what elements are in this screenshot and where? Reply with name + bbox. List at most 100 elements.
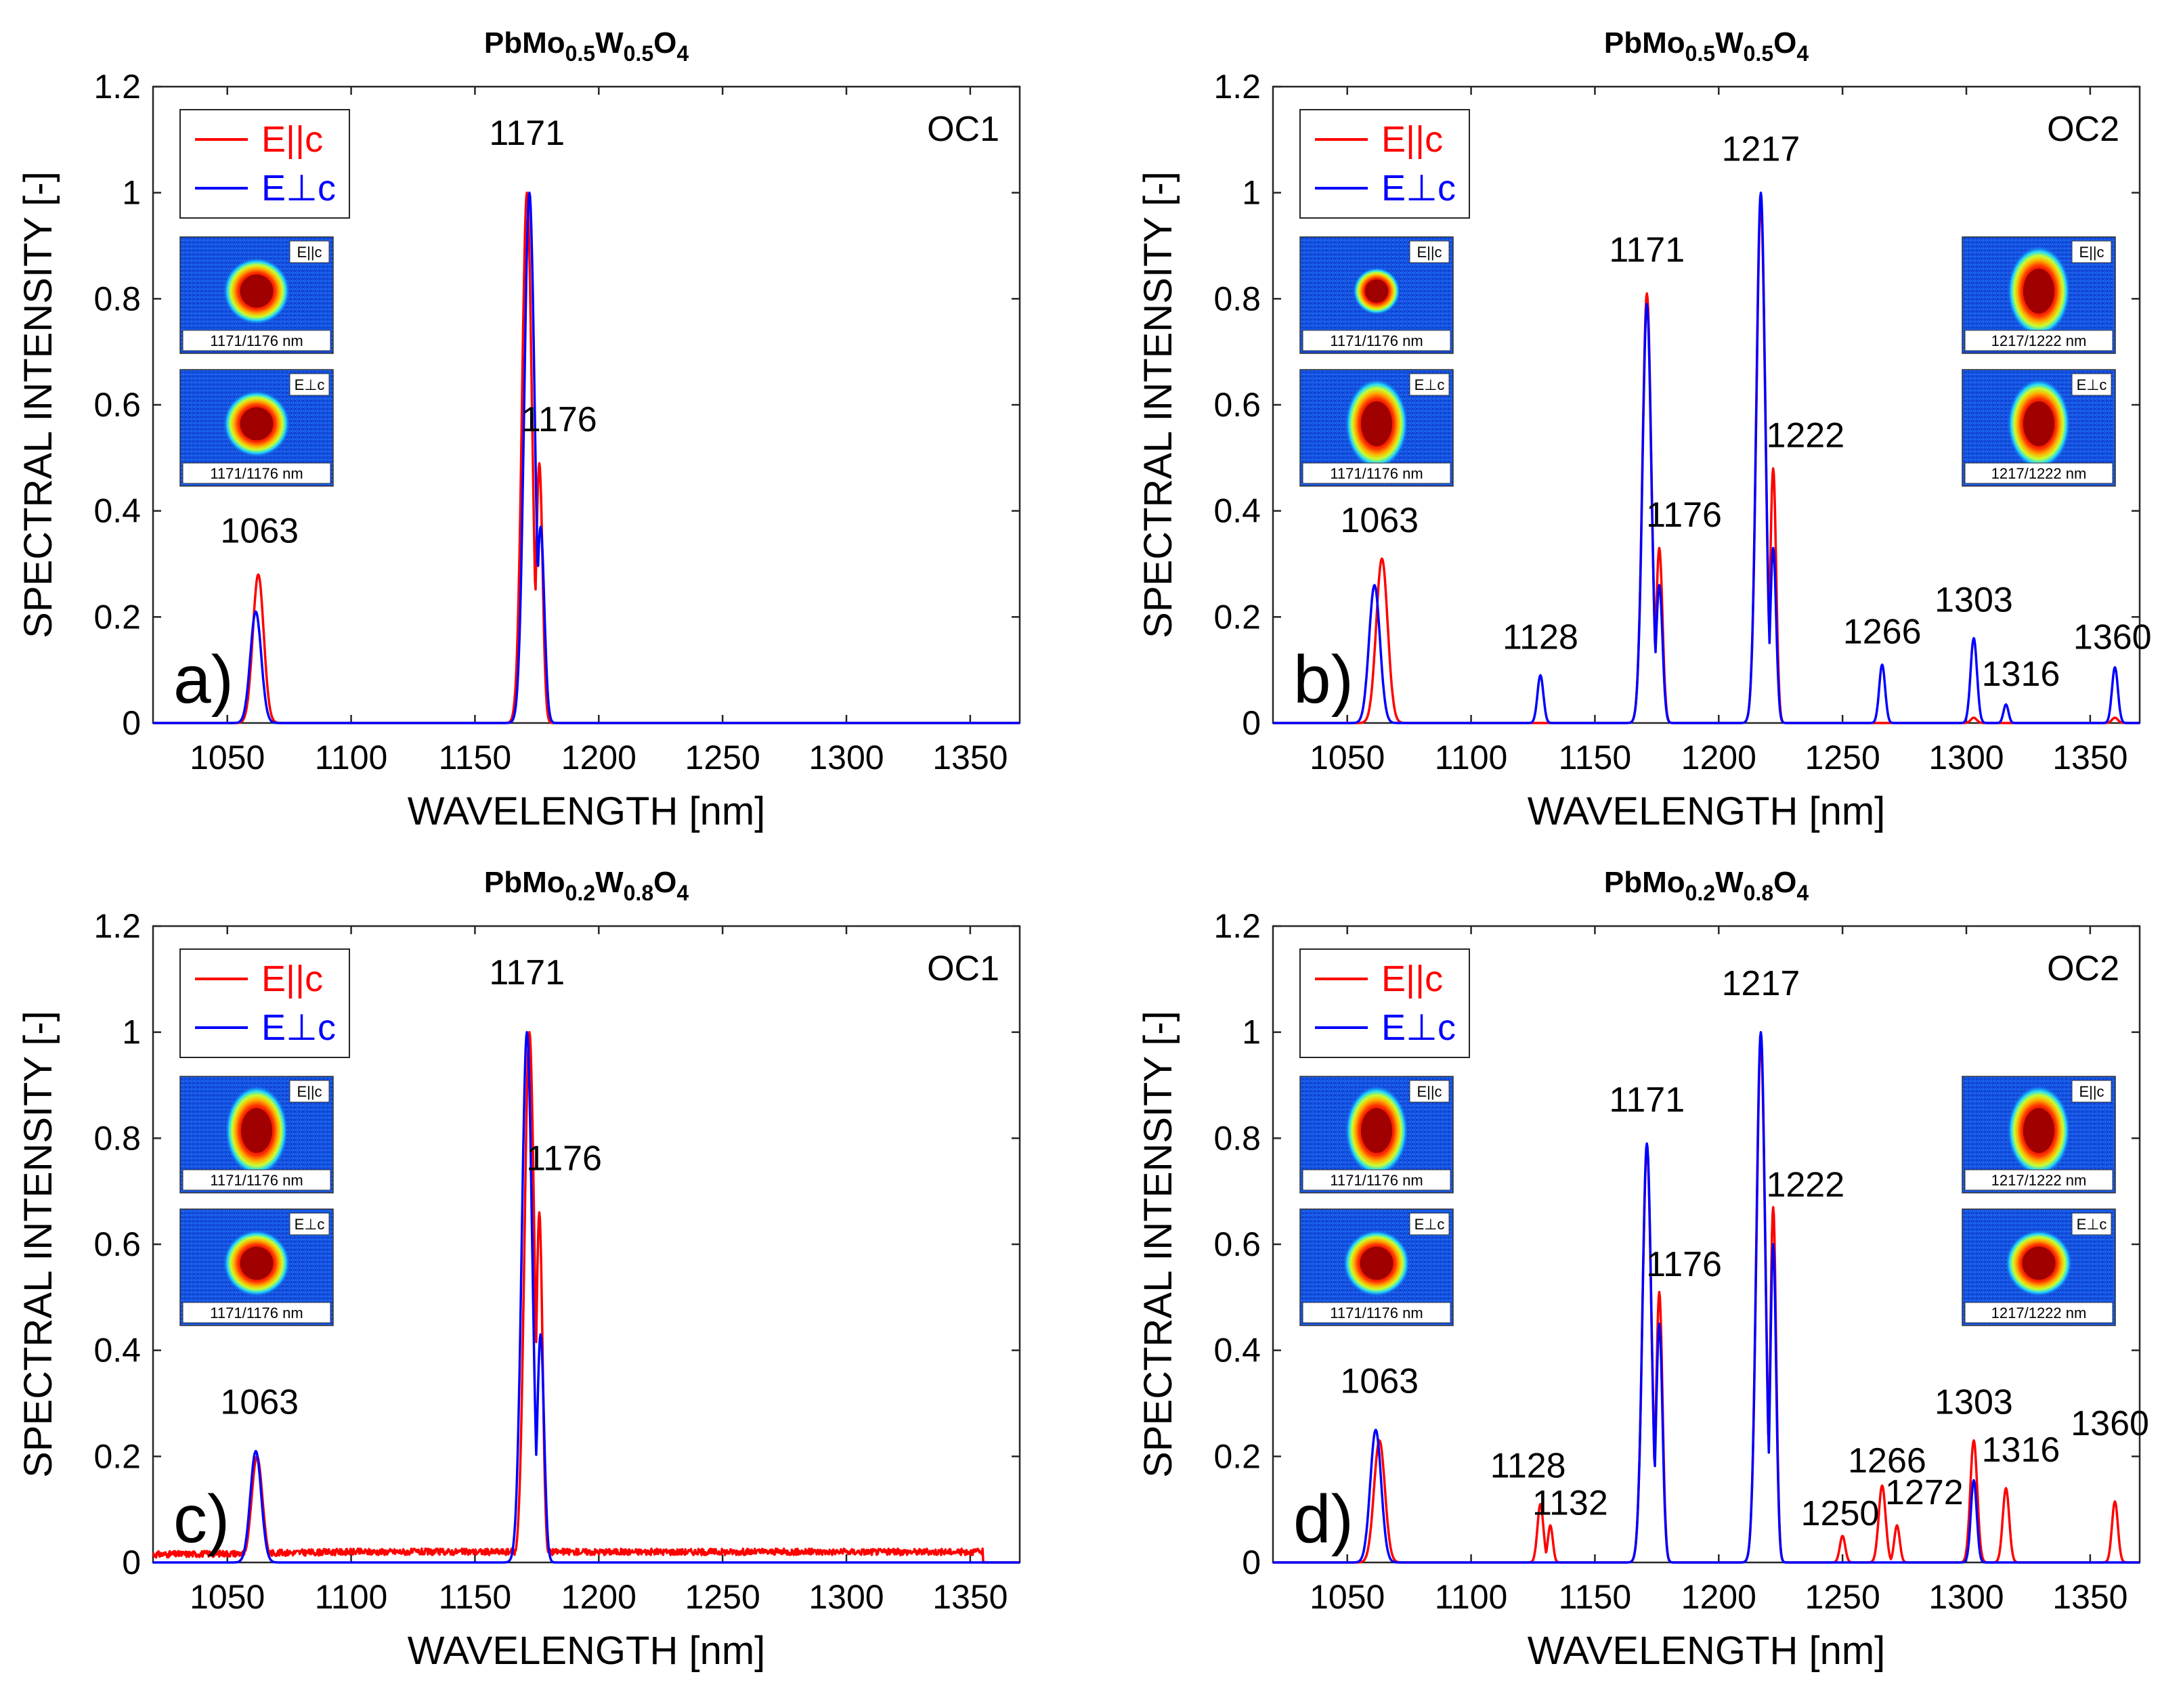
x-tick-label: 1200	[1681, 739, 1756, 776]
chart-title: PbMo0.5W0.5O4	[484, 26, 689, 66]
beam-spot-core	[2022, 1246, 2056, 1280]
beam-tag-box	[2071, 1080, 2112, 1103]
y-tick-label: 0	[122, 1543, 141, 1581]
beam-tag-label: E||c	[2079, 1083, 2104, 1100]
x-tick-label: 1150	[1559, 739, 1632, 776]
panel-c: PbMo0.2W0.8O4 0 0.2 0.4 0.6 0.8 1 1.2 1050 1100 11…	[16, 866, 1021, 1673]
beam-caption-label: 1217/1222 nm	[1991, 332, 2087, 349]
peak-label: 1128	[1503, 617, 1578, 657]
beam-profile-image: E⊥c 1217/1222 nm	[1962, 369, 2116, 487]
x-tick-label: 1250	[1805, 739, 1880, 776]
y-tick-label: 1.2	[93, 907, 141, 945]
x-tick-label: 1350	[2052, 739, 2127, 776]
peak-label: 1132	[1532, 1484, 1608, 1523]
x-tick-label: 1050	[1310, 1578, 1385, 1616]
x-tick-label: 1100	[315, 1578, 388, 1616]
beam-profile-image: E⊥c 1217/1222 nm	[1962, 1208, 2116, 1326]
beam-tag-label: E||c	[2079, 244, 2104, 261]
series-line-e-perp	[1272, 1030, 2140, 1564]
peak-label: 1303	[1935, 1383, 2013, 1422]
beam-caption-label: 1217/1222 nm	[1991, 465, 2087, 482]
x-tick-label: 1300	[808, 1578, 884, 1616]
beam-tag-box	[289, 1080, 330, 1103]
beam-caption-label: 1171/1176 nm	[1330, 1172, 1423, 1189]
beam-profile-image: E||c 1171/1176 nm	[179, 236, 334, 354]
beam-tag-label: E⊥c	[1414, 1216, 1445, 1233]
beam-spot-core	[2023, 401, 2055, 447]
peak-label: 1176	[1646, 496, 1722, 535]
y-tick-label: 0.6	[93, 386, 141, 424]
y-tick-label: 1.2	[93, 68, 141, 106]
y-tick-label: 0	[122, 704, 141, 742]
y-tick-label: 0	[1242, 1543, 1261, 1581]
peak-label: 1176	[521, 400, 597, 439]
chart-title: PbMo0.2W0.8O4	[1604, 866, 1809, 905]
beam-profile-image: E||c 1171/1176 nm	[1299, 236, 1454, 354]
y-tick-label: 0.4	[1213, 1332, 1261, 1370]
beam-profile-image: E⊥c 1171/1176 nm	[179, 1208, 334, 1326]
x-tick-label: 1150	[439, 1578, 512, 1616]
x-tick-label: 1050	[1310, 739, 1385, 776]
panel-b: PbMo0.5W0.5O4 0 0.2 0.4 0.6 0.8 1 1.2 1050 1100 11…	[1136, 26, 2152, 833]
peak-label: 1360	[2073, 617, 2152, 657]
beam-tag-box	[2071, 240, 2112, 263]
beam-spot-core	[1364, 279, 1389, 303]
beam-caption-label: 1171/1176 nm	[210, 332, 303, 349]
x-tick-label: 1200	[561, 739, 636, 776]
beam-caption-label: 1217/1222 nm	[1991, 1172, 2087, 1189]
y-tick-label: 0.8	[1213, 1119, 1261, 1157]
y-tick-label: 0.6	[93, 1225, 141, 1263]
beam-profile-image: E⊥c 1171/1176 nm	[1299, 1208, 1454, 1326]
beam-tag-box	[289, 373, 330, 396]
beam-tag-label: E||c	[1417, 244, 1442, 261]
beam-caption-box	[1964, 1169, 2113, 1191]
x-tick-label: 1300	[1928, 1578, 2004, 1616]
x-tick-label: 1050	[190, 1578, 265, 1616]
peak-label: 1250	[1801, 1494, 1880, 1533]
legend-label-e-perp: E⊥c	[261, 168, 336, 209]
panel-label: a)	[173, 642, 234, 718]
beam-caption-label: 1171/1176 nm	[210, 1172, 303, 1189]
x-tick-label: 1150	[1559, 1578, 1632, 1616]
legend-label-e-perp: E⊥c	[1381, 168, 1456, 209]
output-coupler-label: OC2	[2047, 949, 2119, 988]
y-axis-label: SPECTRAL INTENSITY [-]	[16, 171, 60, 638]
y-tick-label: 0.8	[93, 280, 141, 317]
beam-caption-box	[1964, 1302, 2113, 1323]
y-tick-label: 0.4	[93, 492, 141, 530]
y-tick-label: 1	[1242, 1013, 1261, 1051]
peak-label: 1176	[526, 1139, 602, 1178]
beam-spot-core	[240, 274, 274, 308]
legend-label-e-parallel: E||c	[261, 119, 323, 160]
beam-tag-label: E⊥c	[2077, 376, 2107, 393]
panel-label: d)	[1293, 1481, 1354, 1557]
beam-caption-label: 1171/1176 nm	[210, 465, 303, 482]
y-axis-label: SPECTRAL INTENSITY [-]	[1136, 171, 1180, 638]
beam-caption-box	[1302, 1169, 1451, 1191]
beam-spot-core	[1360, 1246, 1394, 1280]
y-tick-label: 1	[122, 174, 141, 212]
peak-label: 1222	[1766, 416, 1844, 456]
x-tick-label: 1200	[561, 1578, 636, 1616]
x-axis-label: WAVELENGTH [nm]	[408, 789, 766, 833]
peak-label: 1222	[1766, 1166, 1844, 1205]
beam-tag-box	[2071, 373, 2112, 396]
beam-caption-box	[182, 1169, 331, 1191]
y-axis-label: SPECTRAL INTENSITY [-]	[16, 1011, 60, 1478]
beam-tag-label: E⊥c	[295, 376, 325, 393]
beam-caption-box	[182, 462, 331, 484]
beam-profile-image: E⊥c 1171/1176 nm	[1299, 369, 1454, 487]
beam-tag-box	[289, 1212, 330, 1235]
x-tick-label: 1100	[1435, 1578, 1508, 1616]
beam-caption-box	[1302, 1302, 1451, 1323]
output-coupler-label: OC1	[927, 110, 999, 149]
x-tick-label: 1250	[685, 1578, 760, 1616]
panel-label: c)	[173, 1481, 230, 1557]
peak-label: 1176	[1646, 1245, 1722, 1284]
beam-profile-image: E||c 1171/1176 nm	[1299, 1076, 1454, 1194]
peak-label: 1217	[1722, 964, 1800, 1003]
beam-caption-box	[1964, 462, 2113, 484]
beam-caption-box	[182, 330, 331, 351]
beam-caption-label: 1171/1176 nm	[1330, 465, 1423, 482]
